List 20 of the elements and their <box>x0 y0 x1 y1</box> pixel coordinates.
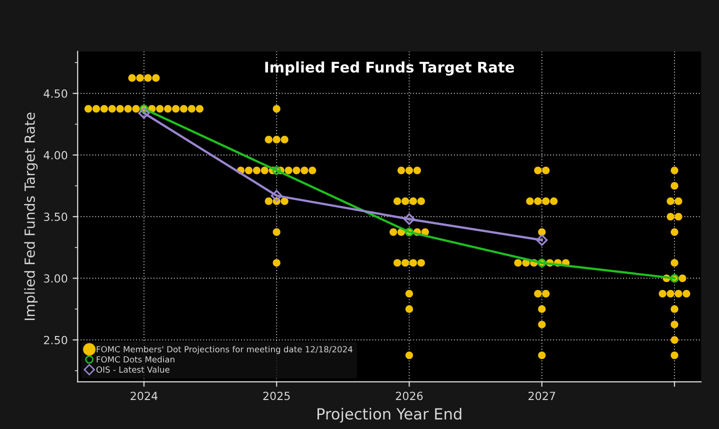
legend-label: OIS - Latest Value <box>96 366 170 373</box>
y-tick-label: 3.50 <box>44 212 68 222</box>
point <box>270 190 282 202</box>
x-axis-title: Projection Year End <box>318 408 462 423</box>
y-tick-label: 4.00 <box>44 150 68 160</box>
y-tick-label: 4.50 <box>44 89 68 98</box>
legend-label: FOMC Dots Median <box>96 356 174 363</box>
point <box>272 166 281 175</box>
point <box>403 213 415 225</box>
x-tick-label: 2024 <box>130 392 158 400</box>
y-tick-label: 2.50 <box>44 336 68 344</box>
y-tick-label: 3.00 <box>44 274 68 283</box>
point <box>138 107 150 119</box>
x-tick-label: 2025 <box>263 392 290 400</box>
y-axis-title: Implied Fed Funds Target Rate <box>24 112 38 320</box>
point <box>536 234 548 246</box>
legend-label: FOMC Members' Dot Projections for meeting date 12/18/2024 <box>96 346 352 354</box>
x-tick-label: 2026 <box>396 392 423 400</box>
text: Implied Fed Funds Target Rate <box>265 61 514 76</box>
x-tick-label: 2027 <box>528 392 556 400</box>
